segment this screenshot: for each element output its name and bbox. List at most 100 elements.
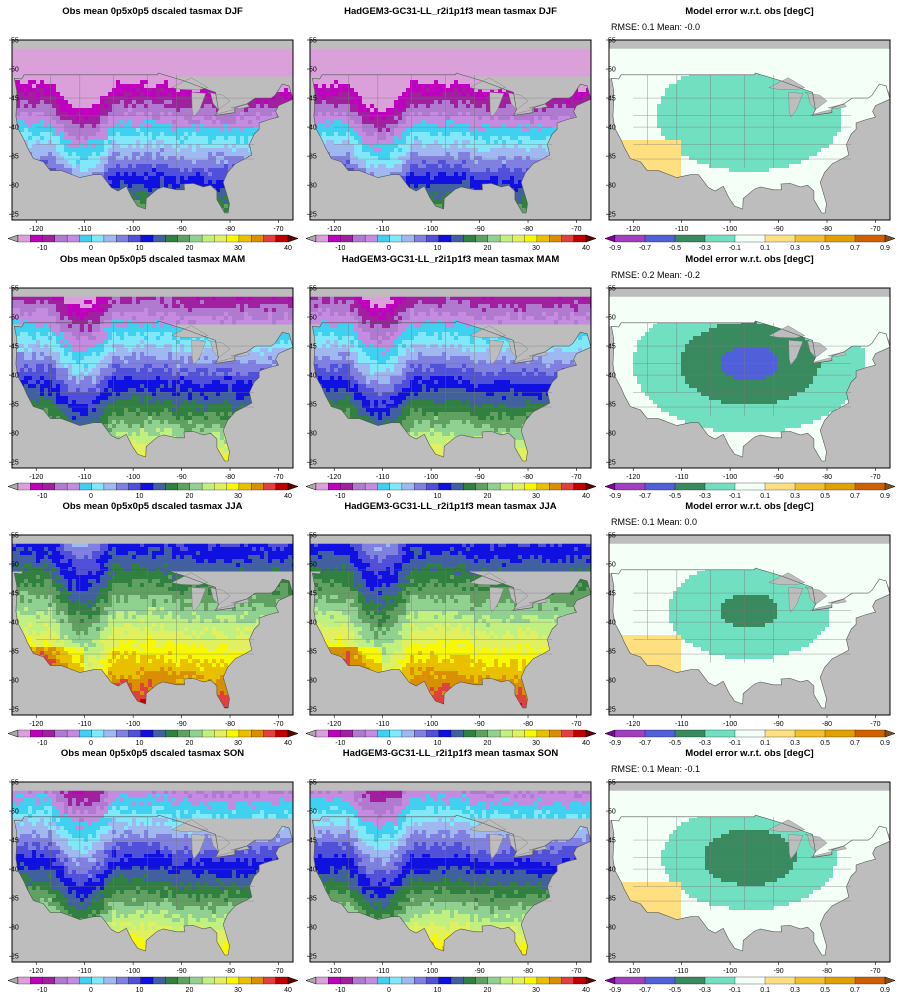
colorbar-swatch (451, 235, 464, 242)
lat-tick-label: 35 (309, 154, 317, 161)
colorbar-label: 0 (89, 987, 93, 994)
lat-tick-label: 35 (309, 896, 317, 903)
colorbar-swatch (574, 235, 587, 242)
colorbar-swatch (705, 977, 735, 984)
colorbar-label: 0 (89, 740, 93, 747)
colorbar-label: 40 (284, 740, 292, 747)
lat-tick-label: 55 (608, 780, 616, 787)
colorbar-swatch (561, 730, 574, 737)
colorbar-label: 0.9 (880, 987, 890, 994)
colorbar-swatch (825, 235, 855, 242)
colorbar-swatch (55, 730, 68, 737)
lat-tick-label: 50 (309, 67, 317, 74)
lon-tick-label: -70 (571, 226, 581, 233)
colorbar-swatch (795, 730, 825, 737)
lon-tick-label: -100 (723, 474, 737, 481)
error-stats: RMSE: 0.1 Mean: -0.0 (611, 22, 700, 32)
colorbar-swatch (18, 235, 31, 242)
colorbar-swatch (116, 483, 129, 490)
colorbar-swatch (476, 977, 489, 984)
lon-tick-label: -90 (774, 721, 784, 728)
lat-tick-label: 55 (309, 38, 317, 45)
lat-tick-label: 50 (309, 315, 317, 322)
error-panel-title: Model error w.r.t. obs [degC] (685, 748, 813, 759)
colorbar-swatch (92, 235, 105, 242)
lon-tick-label: -80 (822, 226, 832, 233)
lat-tick-label: 40 (608, 620, 616, 627)
colorbar-swatch (263, 730, 276, 737)
lat-tick-label: 55 (11, 38, 19, 45)
lat-tick-label: 40 (309, 125, 317, 132)
lat-tick-label: 50 (11, 315, 19, 322)
colorbar-label: 20 (484, 740, 492, 747)
colorbar-label: 30 (234, 245, 242, 252)
lat-tick-label: 50 (309, 809, 317, 816)
lat-tick-label: 35 (309, 649, 317, 656)
colorbar-label: 0.7 (850, 245, 860, 252)
error-panel-title: Model error w.r.t. obs [degC] (685, 501, 813, 512)
colorbar-swatch (202, 483, 215, 490)
colorbar-swatch (239, 483, 252, 490)
lon-tick-label: -120 (327, 474, 341, 481)
colorbar-swatch (675, 483, 705, 490)
lon-tick-label: -80 (523, 968, 533, 975)
lat-tick-label: 35 (608, 649, 616, 656)
colorbar-swatch (165, 730, 178, 737)
colorbar-swatch (92, 483, 105, 490)
colorbar-swatch (500, 730, 513, 737)
lat-tick-label: 45 (608, 838, 616, 845)
colorbar-label: -0.1 (729, 493, 741, 500)
colorbar-swatch (402, 483, 415, 490)
colorbar-swatch (79, 977, 92, 984)
lon-tick-label: -120 (626, 721, 640, 728)
colorbar-swatch (153, 730, 166, 737)
error-stats: RMSE: 0.1 Mean: 0.0 (611, 517, 697, 527)
colorbar-swatch (525, 977, 538, 984)
colorbar-swatch (426, 235, 439, 242)
colorbar-swatch (128, 235, 141, 242)
colorbar-label: -10 (335, 493, 345, 500)
colorbar-swatch (525, 730, 538, 737)
colorbar-swatch (675, 977, 705, 984)
lon-tick-label: -80 (523, 226, 533, 233)
colorbar-label: 10 (434, 493, 442, 500)
colorbar-swatch (276, 235, 289, 242)
colorbar-swatch (765, 235, 795, 242)
colorbar-swatch (104, 483, 117, 490)
colorbar-swatch (735, 977, 765, 984)
colorbar-swatch (104, 235, 117, 242)
colorbar-swatch (377, 977, 390, 984)
colorbar-swatch (55, 483, 68, 490)
colorbar-swatch (316, 730, 329, 737)
lat-tick-label: 55 (309, 533, 317, 540)
colorbar-label: 0.1 (760, 740, 770, 747)
lon-tick-label: -90 (475, 968, 485, 975)
colorbar-swatch (239, 730, 252, 737)
lon-tick-label: -120 (626, 226, 640, 233)
colorbar-label: -10 (335, 245, 345, 252)
lat-tick-label: 45 (309, 96, 317, 103)
lat-tick-label: 25 (309, 460, 317, 467)
lon-tick-label: -80 (225, 721, 235, 728)
lon-tick-label: -90 (774, 474, 784, 481)
colorbar-swatch (43, 483, 56, 490)
colorbar-swatch (549, 977, 562, 984)
colorbar-extend-high (885, 977, 895, 984)
colorbar-label: 10 (136, 493, 144, 500)
lon-tick-label: -120 (29, 474, 43, 481)
colorbar-swatch (92, 730, 105, 737)
colorbar-label: 40 (582, 740, 590, 747)
colorbar-swatch (79, 235, 92, 242)
colorbar-swatch (645, 483, 675, 490)
lon-tick-label: -100 (126, 721, 140, 728)
colorbar-swatch (353, 483, 366, 490)
lon-tick-label: -70 (273, 474, 283, 481)
colorbar-swatch (55, 977, 68, 984)
lat-tick-label: 35 (309, 402, 317, 409)
colorbar-swatch (390, 977, 403, 984)
